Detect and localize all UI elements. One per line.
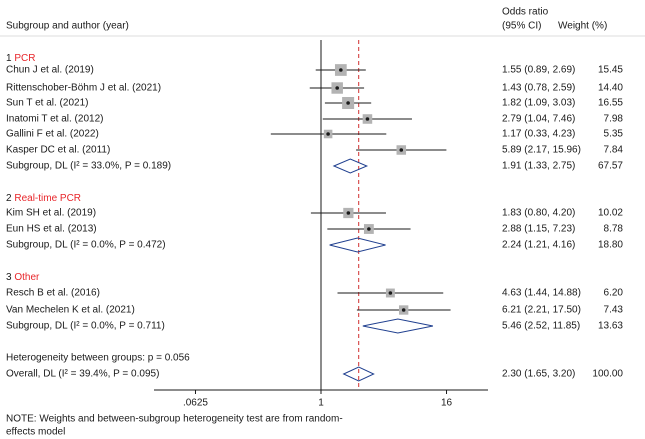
overall-weight-text: 100.00 xyxy=(592,369,623,380)
header-weight: Weight (%) xyxy=(558,21,607,32)
subgroup-2-ci-text: 2.24 (1.21, 4.16) xyxy=(502,240,575,251)
x-axis-tick-label: 16 xyxy=(441,398,453,409)
study-point-estimate xyxy=(326,132,330,136)
group-number: 2 xyxy=(6,193,14,204)
study-label: Van Mechelen K et al. (2021) xyxy=(6,305,135,316)
study-ci-text: 2.88 (1.15, 7.23) xyxy=(502,224,575,235)
group-number: 1 xyxy=(6,53,14,64)
study-label: Eun HS et al. (2013) xyxy=(6,224,97,235)
study-point-estimate xyxy=(399,148,404,152)
footnote-line: NOTE: Weights and between-subgroup heter… xyxy=(6,414,343,425)
heterogeneity-text: Heterogeneity between groups: p = 0.056 xyxy=(6,353,190,364)
subgroup-3-ci-text: 5.46 (2.52, 11.85) xyxy=(502,321,580,332)
study-weight-text: 15.45 xyxy=(598,65,623,76)
study-ci-text: 5.89 (2.17, 15.96) xyxy=(502,145,581,156)
subgroup-3-weight-text: 13.63 xyxy=(598,321,623,332)
subgroup-1-diamond xyxy=(332,158,369,174)
group-name: PCR xyxy=(14,53,35,64)
study-ci-text: 6.21 (2.21, 17.50) xyxy=(502,305,581,316)
subgroup-2-diamond xyxy=(329,237,386,253)
study-point-estimate xyxy=(388,291,393,295)
study-label: Resch B et al. (2016) xyxy=(6,288,100,299)
study-point-estimate xyxy=(346,211,351,215)
subgroup-3-diamond xyxy=(362,318,434,334)
study-weight-text: 16.55 xyxy=(598,98,623,109)
study-label: Kim SH et al. (2019) xyxy=(6,208,96,219)
header-subgroup-author: Subgroup and author (year) xyxy=(6,21,129,32)
study-weight-text: 10.02 xyxy=(598,208,623,219)
subgroup-1-ci-text: 1.91 (1.33, 2.75) xyxy=(502,161,575,172)
overall-ci-text: 2.30 (1.65, 3.20) xyxy=(502,369,575,380)
study-weight-text: 5.35 xyxy=(604,129,624,140)
footnote-line: effects model xyxy=(6,427,65,438)
study-ci-text: 2.79 (1.04, 7.46) xyxy=(502,114,575,125)
study-label: Gallini F et al. (2022) xyxy=(6,129,99,140)
overall-diamond xyxy=(342,366,375,382)
study-ci-text: 1.17 (0.33, 4.23) xyxy=(502,129,575,140)
study-ci-text: 1.43 (0.78, 2.59) xyxy=(502,83,575,94)
group-title: 3 Other xyxy=(6,272,40,283)
study-point-estimate xyxy=(401,308,406,312)
study-label: Inatomi T et al. (2012) xyxy=(6,114,103,125)
study-ci-text: 4.63 (1.44, 14.88) xyxy=(502,288,581,299)
study-ci-text: 1.83 (0.80, 4.20) xyxy=(502,208,575,219)
subgroup-2-weight-text: 18.80 xyxy=(598,240,623,251)
study-point-estimate xyxy=(346,101,350,105)
study-ci-text: 1.55 (0.89, 2.69) xyxy=(502,65,575,76)
group-number: 3 xyxy=(6,272,14,283)
group-title: 2 Real-time PCR xyxy=(6,193,81,204)
subgroup-1-label: Subgroup, DL (I² = 33.0%, P = 0.189) xyxy=(6,161,171,172)
study-ci-text: 1.82 (1.09, 3.03) xyxy=(502,98,575,109)
group-title: 1 PCR xyxy=(6,53,35,64)
study-label: Kasper DC et al. (2011) xyxy=(6,145,110,156)
study-weight-text: 7.98 xyxy=(604,114,624,125)
overall-label: Overall, DL (I² = 39.4%, P = 0.095) xyxy=(6,369,159,380)
x-axis-tick-label: 1 xyxy=(318,398,324,409)
subgroup-2-label: Subgroup, DL (I² = 0.0%, P = 0.472) xyxy=(6,240,166,251)
study-weight-text: 7.84 xyxy=(604,145,624,156)
subgroup-3-label: Subgroup, DL (I² = 0.0%, P = 0.711) xyxy=(6,321,165,332)
group-name: Other xyxy=(14,272,40,283)
header-ci: (95% CI) xyxy=(502,21,541,32)
study-weight-text: 14.40 xyxy=(598,83,623,94)
study-label: Chun J et al. (2019) xyxy=(6,65,94,76)
study-weight-text: 7.43 xyxy=(604,305,624,316)
study-weight-text: 6.20 xyxy=(604,288,624,299)
x-axis-tick-label: .0625 xyxy=(183,398,208,409)
study-weight-text: 8.78 xyxy=(604,224,624,235)
study-point-estimate xyxy=(335,86,339,90)
study-label: Rittenschober-Böhm J et al. (2021) xyxy=(6,83,161,94)
study-label: Sun T et al. (2021) xyxy=(6,98,88,109)
header-odds-ratio: Odds ratio xyxy=(502,7,549,18)
study-point-estimate xyxy=(367,227,371,231)
subgroup-1-weight-text: 67.57 xyxy=(598,161,623,172)
study-point-estimate xyxy=(365,117,370,121)
group-name: Real-time PCR xyxy=(14,193,81,204)
study-point-estimate xyxy=(339,68,343,72)
